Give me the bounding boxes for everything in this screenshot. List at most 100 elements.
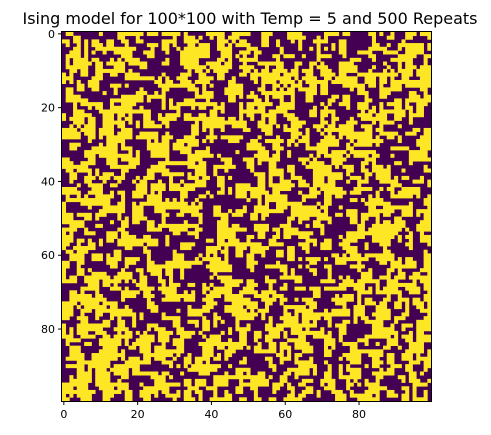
heatmap-cell: [246, 94, 258, 99]
heatmap-cell: [191, 131, 199, 136]
heatmap-cell: [335, 257, 369, 262]
heatmap-cell: [323, 238, 332, 243]
heatmap-cell: [394, 316, 406, 321]
heatmap-cell: [95, 382, 129, 387]
heatmap-cell: [180, 190, 188, 195]
heatmap-cell: [386, 341, 399, 346]
heatmap-cell: [342, 246, 358, 251]
heatmap-cell: [205, 338, 222, 343]
heatmap-cell: [84, 175, 96, 180]
heatmap-cell: [165, 234, 170, 239]
heatmap-cell: [346, 146, 354, 151]
heatmap-cell: [205, 68, 210, 73]
heatmap-cell: [84, 39, 89, 44]
heatmap-cell: [327, 319, 332, 324]
heatmap-cell: [80, 201, 111, 206]
heatmap-cell: [183, 382, 192, 387]
heatmap-cell: [379, 242, 391, 247]
heatmap-cell: [253, 223, 269, 228]
heatmap-cell: [62, 334, 74, 339]
heatmap-cell: [194, 120, 199, 125]
heatmap-cell: [117, 124, 126, 129]
heatmap-cell: [416, 68, 432, 73]
heatmap-cell: [209, 334, 222, 339]
heatmap-cell: [76, 316, 89, 321]
heatmap-cell: [202, 297, 214, 302]
heatmap-cell: [283, 83, 288, 88]
heatmap-cell: [287, 367, 310, 372]
heatmap-cell: [338, 338, 343, 343]
heatmap-cell: [346, 386, 351, 391]
heatmap-cell: [294, 279, 303, 284]
heatmap-cell: [312, 319, 317, 324]
heatmap-cell: [172, 231, 181, 236]
heatmap-cell: [216, 242, 262, 247]
heatmap-cell: [353, 153, 369, 158]
heatmap-cell: [290, 209, 321, 214]
heatmap-cell: [412, 271, 421, 276]
heatmap-cell: [161, 341, 166, 346]
heatmap-cell: [272, 146, 284, 151]
heatmap-cell: [194, 227, 203, 232]
heatmap-cell: [405, 32, 417, 37]
heatmap-cell: [375, 316, 391, 321]
heatmap-cell: [91, 146, 118, 151]
heatmap-cell: [239, 65, 255, 70]
heatmap-cell: [346, 153, 351, 158]
heatmap-cell: [323, 341, 336, 346]
heatmap-cell: [287, 393, 295, 398]
heatmap-cell: [84, 124, 96, 129]
heatmap-cell: [360, 164, 365, 169]
heatmap-cell: [250, 91, 255, 96]
heatmap-cell: [216, 43, 225, 48]
heatmap-cell: [253, 389, 258, 394]
heatmap-cell: [250, 190, 269, 195]
heatmap-cell: [353, 142, 373, 147]
heatmap-cell: [383, 68, 388, 73]
heatmap-cell: [106, 135, 133, 140]
heatmap-cell: [109, 57, 115, 62]
heatmap-cell: [357, 297, 362, 302]
heatmap-cell: [121, 349, 126, 354]
heatmap-cell: [239, 116, 244, 121]
heatmap-cell: [386, 35, 395, 40]
heatmap-cell: [231, 39, 236, 44]
heatmap-cell: [394, 175, 399, 180]
heatmap-cell: [183, 356, 192, 361]
heatmap-cell: [183, 135, 196, 140]
heatmap-cell: [172, 341, 185, 346]
heatmap-cell: [80, 68, 89, 73]
heatmap-cell: [309, 190, 321, 195]
heatmap-cell: [224, 168, 229, 173]
heatmap-cell: [124, 341, 129, 346]
heatmap-cell: [128, 356, 140, 361]
heatmap-cell: [73, 113, 92, 118]
heatmap-cell: [335, 260, 347, 265]
heatmap-cell: [290, 131, 303, 136]
heatmap-cell: [117, 238, 159, 243]
heatmap-cell: [375, 257, 395, 262]
heatmap-cell: [261, 316, 266, 321]
heatmap-cell: [371, 364, 380, 369]
heatmap-cell: [154, 209, 166, 214]
heatmap-cell: [349, 116, 354, 121]
heatmap-cell: [357, 179, 369, 184]
heatmap-cell: [338, 282, 365, 287]
heatmap-cell: [309, 186, 317, 192]
heatmap-cell: [80, 301, 100, 306]
heatmap-cell: [309, 286, 321, 291]
heatmap-cell: [106, 231, 118, 236]
heatmap-cell: [412, 279, 417, 284]
heatmap-cell: [69, 327, 74, 332]
heatmap-cell: [390, 264, 417, 269]
heatmap-cell: [87, 268, 92, 273]
heatmap-cell: [109, 264, 118, 269]
heatmap-cell: [102, 91, 107, 96]
heatmap-cell: [401, 312, 410, 317]
heatmap-cell: [257, 183, 266, 188]
heatmap-cell: [235, 183, 251, 188]
heatmap-cell: [397, 43, 424, 48]
heatmap-cell: [65, 338, 81, 343]
heatmap-cell: [375, 190, 380, 195]
heatmap-cell: [346, 172, 351, 177]
